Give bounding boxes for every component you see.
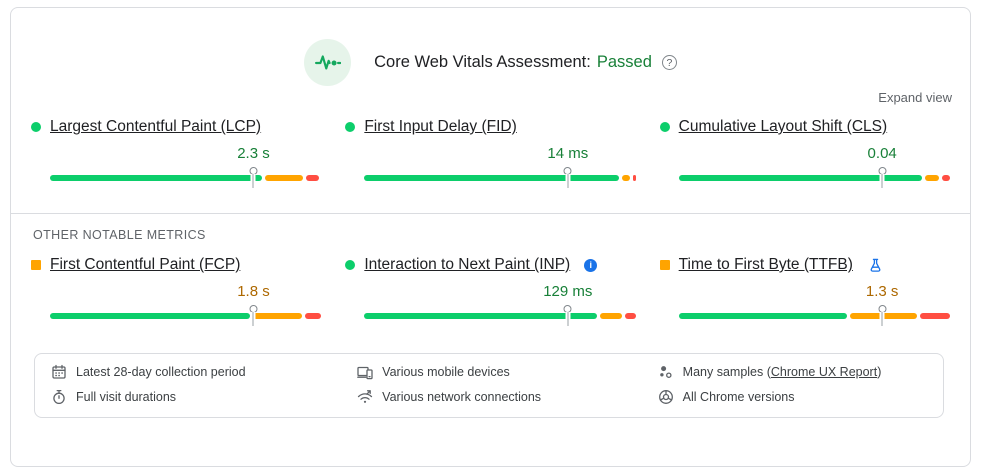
devices-icon: [357, 366, 373, 380]
samples-item: Many samples (Chrome UX Report): [658, 364, 927, 380]
chrome-versions-label: All Chrome versions: [682, 390, 795, 404]
bar-segment-poor: [632, 175, 636, 181]
metric-value-fcp: 1.8 s: [237, 283, 270, 300]
p75-marker: [879, 167, 885, 188]
metric-link-fid[interactable]: First Input Delay (FID): [364, 118, 517, 135]
bar-segment-good: [678, 313, 847, 319]
metric-value-fid: 14 ms: [547, 145, 589, 162]
metric-link-cls[interactable]: Cumulative Layout Shift (CLS): [678, 118, 888, 135]
metric-cls: Cumulative Layout Shift (CLS) 0.04: [659, 118, 950, 189]
bar-segment-average: [925, 175, 939, 181]
collection-period-label: Latest 28-day collection period: [76, 365, 246, 379]
metric-link-inp[interactable]: Interaction to Next Paint (INP): [364, 256, 571, 273]
metric-status-bullet: [345, 260, 356, 270]
network-icon: [358, 390, 373, 403]
visit-durations-label: Full visit durations: [76, 390, 177, 404]
metric-value-cls: 0.04: [867, 145, 897, 162]
chrome-versions-item: All Chrome versions: [658, 389, 927, 405]
network-connections-label: Various network connections: [382, 390, 542, 404]
bar-segment-poor: [624, 313, 636, 319]
bar-segment-good: [678, 175, 923, 181]
pulse-icon: [314, 54, 341, 69]
stopwatch-icon: [53, 389, 65, 405]
bar-segment-average: [621, 175, 630, 181]
metric-fid: First Input Delay (FID) 14 ms: [345, 118, 636, 189]
distribution-bar: [50, 174, 321, 188]
info-icon[interactable]: i: [584, 258, 598, 272]
distribution-bar: [50, 312, 322, 326]
assessment-title-text: Core Web Vitals Assessment:: [374, 53, 591, 71]
metric-lcp: Largest Contentful Paint (LCP) 2.3 s: [31, 118, 321, 189]
collection-period-item: Latest 28-day collection period: [51, 364, 357, 380]
bar-segment-poor: [920, 313, 950, 319]
metric-link-lcp[interactable]: Largest Contentful Paint (LCP): [50, 118, 262, 135]
p75-marker: [250, 167, 256, 188]
metric-status-bullet: [31, 260, 41, 270]
chrome-icon: [658, 390, 673, 404]
mobile-devices-item: Various mobile devices: [357, 364, 658, 380]
core-web-vitals-panel: Core Web Vitals Assessment: Passed ? Exp…: [10, 7, 971, 467]
distribution-bar: [678, 174, 950, 188]
bar-segment-poor: [941, 175, 950, 181]
other-metrics-row: First Contentful Paint (FCP) 1.8 s Inter…: [11, 256, 970, 327]
network-connections-item: Various network connections: [357, 389, 658, 405]
help-icon[interactable]: ?: [661, 55, 677, 70]
metric-inp: Interaction to Next Paint (INP) i 129 ms: [345, 256, 636, 327]
bar-segment-good: [50, 175, 262, 181]
distribution-bar: [678, 312, 950, 326]
bar-segment-average: [600, 313, 622, 319]
bar-segment-good: [50, 313, 251, 319]
metric-value-ttfb: 1.3 s: [865, 283, 899, 300]
metric-link-fcp[interactable]: First Contentful Paint (FCP): [50, 256, 241, 273]
assessment-header: Core Web Vitals Assessment: Passed ?: [11, 8, 970, 86]
section-divider: [11, 213, 970, 214]
calendar-icon: [52, 364, 66, 379]
experiment-flask-icon[interactable]: [868, 258, 883, 273]
p75-marker: [565, 305, 571, 326]
bar-segment-poor: [305, 175, 320, 181]
visit-durations-item: Full visit durations: [51, 389, 357, 405]
samples-icon: [659, 366, 672, 378]
data-source-box: Latest 28-day collection period Various …: [34, 353, 944, 418]
mobile-devices-label: Various mobile devices: [382, 365, 510, 379]
metric-status-bullet: [659, 260, 670, 270]
metric-fcp: First Contentful Paint (FCP) 1.8 s: [31, 256, 322, 327]
chrome-ux-report-link[interactable]: Chrome UX Report: [770, 365, 878, 379]
distribution-bar: [364, 312, 636, 326]
core-metrics-row: Largest Contentful Paint (LCP) 2.3 s Fir…: [11, 118, 970, 189]
assessment-title: Core Web Vitals Assessment: Passed ?: [374, 53, 677, 72]
bar-segment-average: [264, 175, 303, 181]
metric-link-ttfb[interactable]: Time to First Byte (TTFB): [678, 256, 853, 273]
bar-segment-good: [364, 175, 619, 181]
metric-ttfb: Time to First Byte (TTFB) 1.3 s: [659, 256, 950, 327]
bar-segment-poor: [305, 313, 322, 319]
pulse-badge: [304, 39, 352, 86]
expand-view-link[interactable]: Expand view: [878, 90, 952, 105]
p75-marker: [565, 167, 571, 188]
other-metrics-label: OTHER NOTABLE METRICS: [33, 228, 206, 242]
p75-marker: [879, 305, 885, 326]
metric-status-bullet: [345, 122, 356, 132]
bar-segment-average: [253, 313, 303, 319]
p75-marker: [250, 305, 256, 326]
bar-segment-good: [364, 313, 598, 319]
assessment-status: Passed: [596, 53, 652, 71]
distribution-bar: [364, 174, 636, 188]
metric-value-inp: 129 ms: [543, 283, 593, 300]
samples-label: Many samples (Chrome UX Report): [682, 365, 882, 379]
metric-value-lcp: 2.3 s: [237, 145, 270, 162]
metric-status-bullet: [659, 122, 670, 132]
metric-status-bullet: [31, 122, 41, 132]
